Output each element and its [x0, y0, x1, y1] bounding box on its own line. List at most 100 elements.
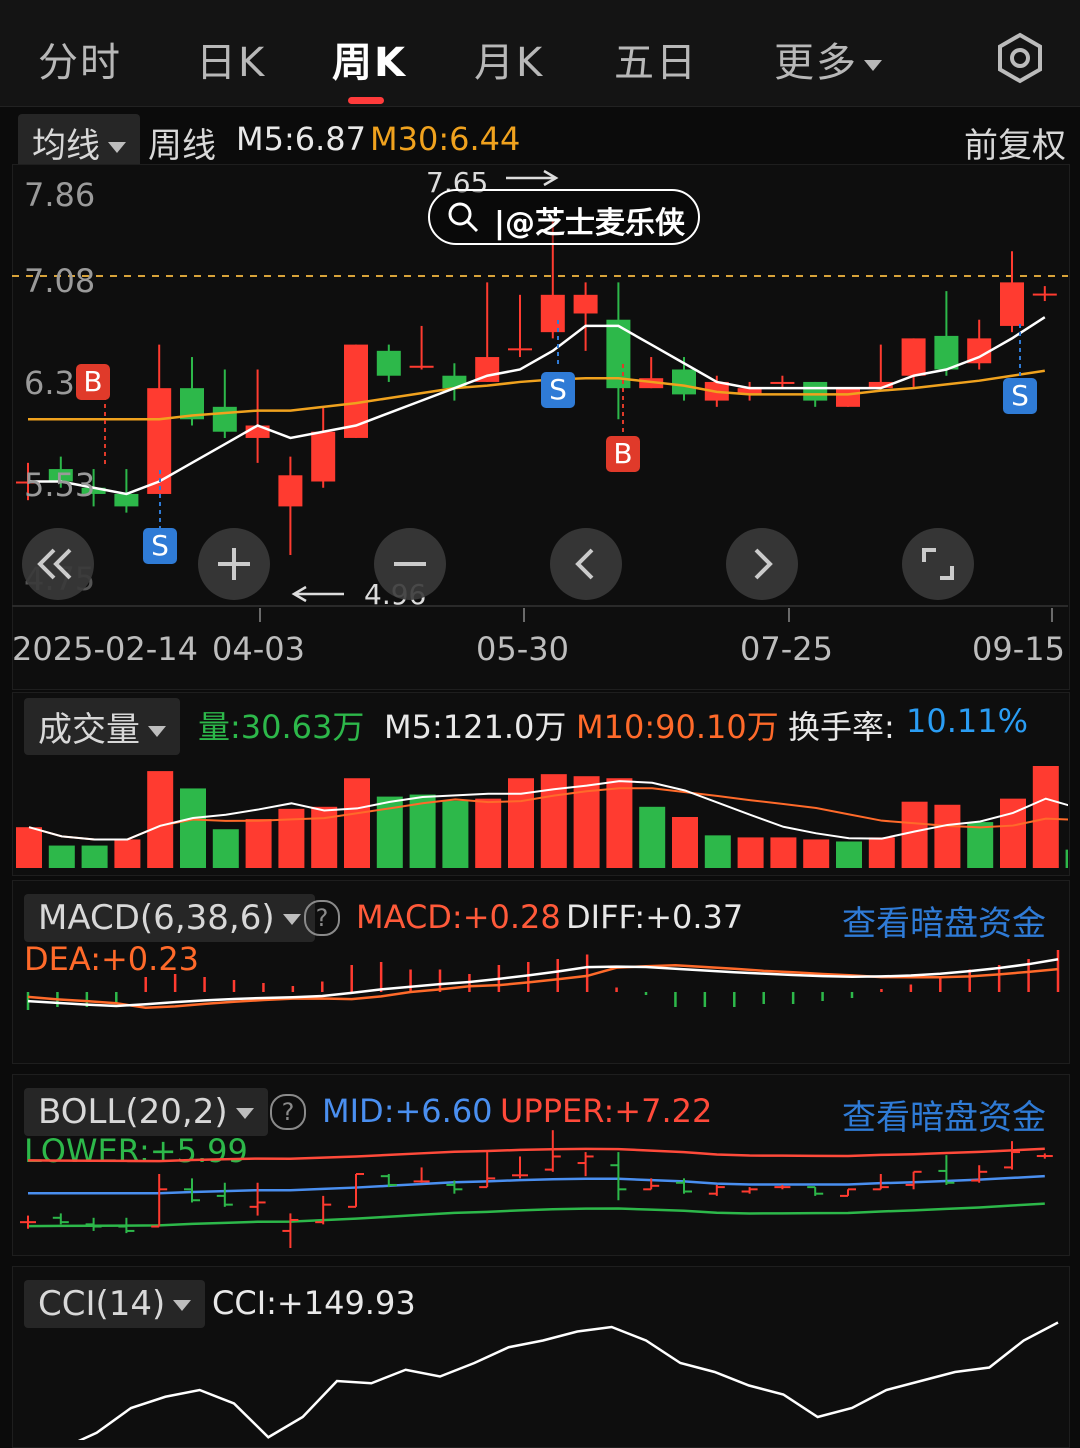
candle-body — [770, 381, 795, 384]
ma5-line — [28, 316, 1046, 496]
x-axis-label: 07-25 — [740, 630, 833, 668]
volume-bar — [48, 845, 75, 868]
boll-upper-line — [27, 1147, 1045, 1163]
chevron-down-icon — [108, 142, 126, 153]
volume-bar — [16, 827, 42, 868]
settings-gear-icon[interactable] — [994, 32, 1046, 84]
volume-bar — [1032, 766, 1059, 868]
candlestick-chart[interactable] — [12, 164, 1068, 604]
diff-line — [27, 958, 1059, 1008]
tab-monthly-k[interactable]: 月K — [474, 40, 545, 86]
macd-value: MACD:+0.28 — [356, 898, 561, 936]
double-chevron-left-icon — [37, 548, 72, 580]
volume-m10-line — [28, 787, 1068, 841]
volume-bar — [606, 778, 633, 868]
volume-bar — [770, 837, 797, 868]
y-label: 7.86 — [24, 176, 96, 214]
volume-bar — [934, 804, 961, 868]
chevron-down-icon — [148, 726, 166, 737]
tab-five-day[interactable]: 五日 — [614, 40, 698, 86]
volume-bars — [16, 766, 1068, 868]
volume-bar — [442, 800, 469, 868]
volume-m10: M10:90.10万 — [576, 708, 779, 746]
buy-signal-badge[interactable]: B — [606, 436, 640, 472]
turnover-value: 10.11% — [906, 702, 1029, 740]
period-label: 周线 — [148, 126, 216, 166]
cci-selector[interactable]: CCI(14) — [24, 1280, 206, 1328]
sell-signal-badge[interactable]: S — [143, 528, 177, 564]
macd-chart — [26, 950, 1060, 1010]
ma30-line — [28, 369, 1045, 421]
tab-fenshi[interactable]: 分时 — [38, 40, 122, 86]
boll-mid-line — [28, 1174, 1045, 1195]
volume-bar — [409, 794, 436, 868]
cci-panel — [12, 1266, 1070, 1448]
boll-lower: LOWER:+5.99 — [24, 1132, 248, 1170]
x-axis-label: 05-30 — [476, 630, 569, 668]
tab-weekly-k[interactable]: 周K — [332, 40, 407, 86]
candle-body — [934, 335, 959, 370]
candle-body — [1032, 293, 1057, 296]
cci-chart — [77, 1321, 1059, 1440]
tab-daily-k[interactable]: 日K — [196, 40, 267, 86]
candle-body — [311, 431, 336, 482]
chevron-down-icon — [235, 1108, 254, 1119]
volume-bar — [868, 837, 895, 868]
volume-bar — [704, 835, 731, 868]
signal-markers-layer — [104, 320, 1021, 528]
tab-more[interactable]: 更多 — [774, 30, 882, 88]
scroll-to-start-button[interactable] — [22, 528, 94, 600]
candle-body — [114, 493, 139, 507]
sell-signal-badge[interactable]: S — [541, 372, 575, 408]
volume-m5-line — [28, 780, 1068, 841]
candle-body — [1000, 282, 1024, 326]
cci-line — [77, 1321, 1059, 1440]
active-tab-indicator — [348, 97, 384, 104]
x-axis-ticks — [12, 605, 1068, 622]
volume-bar — [81, 845, 108, 868]
cci-value: CCI:+149.93 — [212, 1284, 416, 1322]
arrow-left-icon — [291, 585, 344, 603]
candle-body — [737, 388, 762, 395]
boll-selector[interactable]: BOLL(20,2) — [24, 1088, 268, 1136]
view-dark-pool-link[interactable]: 查看暗盘资金 — [842, 904, 1046, 944]
volume-bar — [901, 801, 928, 868]
search-icon — [448, 202, 479, 233]
volume-bar — [803, 839, 830, 868]
candle-body — [278, 475, 303, 507]
help-icon[interactable]: ? — [270, 1094, 306, 1130]
dea-value: DEA:+0.23 — [24, 940, 200, 978]
buy-signal-badge[interactable]: B — [76, 364, 110, 400]
volume-selector-label: 成交量 — [38, 710, 140, 750]
scroll-left-button[interactable] — [550, 528, 622, 600]
volume-m5: M5:121.0万 — [384, 708, 567, 746]
volume-bar — [147, 771, 174, 868]
macd-selector[interactable]: MACD(6,38,6) — [24, 894, 315, 942]
candle-body — [48, 469, 73, 482]
adjust-type[interactable]: 前复权 — [964, 126, 1066, 166]
minus-icon — [394, 562, 426, 566]
search-overlay[interactable] — [428, 189, 700, 245]
volume-bar — [344, 778, 370, 868]
x-axis-label: 04-03 — [212, 630, 305, 668]
boll-mid: MID:+6.60 — [322, 1092, 493, 1130]
help-icon[interactable]: ? — [304, 900, 340, 936]
volume-bar — [672, 817, 698, 868]
ma-selector[interactable]: 均线 — [18, 114, 140, 171]
chevron-right-icon — [754, 548, 773, 580]
volume-bar — [737, 837, 764, 868]
candle-body — [803, 381, 828, 401]
zoom-out-button[interactable] — [374, 528, 446, 600]
search-overlay-text: |@芝士麦乐侠 — [494, 206, 685, 241]
ma30-value: M30:6.44 — [370, 120, 521, 158]
turnover-label: 换手率: — [788, 708, 895, 746]
volume-bar — [967, 822, 994, 868]
y-label: 7.08 — [24, 262, 96, 300]
scroll-right-button[interactable] — [726, 528, 798, 600]
fullscreen-button[interactable] — [902, 528, 974, 600]
volume-selector[interactable]: 成交量 — [24, 698, 180, 755]
zoom-in-button[interactable] — [198, 528, 270, 600]
sell-signal-badge[interactable]: S — [1003, 378, 1037, 414]
view-dark-pool-link[interactable]: 查看暗盘资金 — [842, 1098, 1046, 1138]
chevron-left-icon — [575, 548, 594, 580]
